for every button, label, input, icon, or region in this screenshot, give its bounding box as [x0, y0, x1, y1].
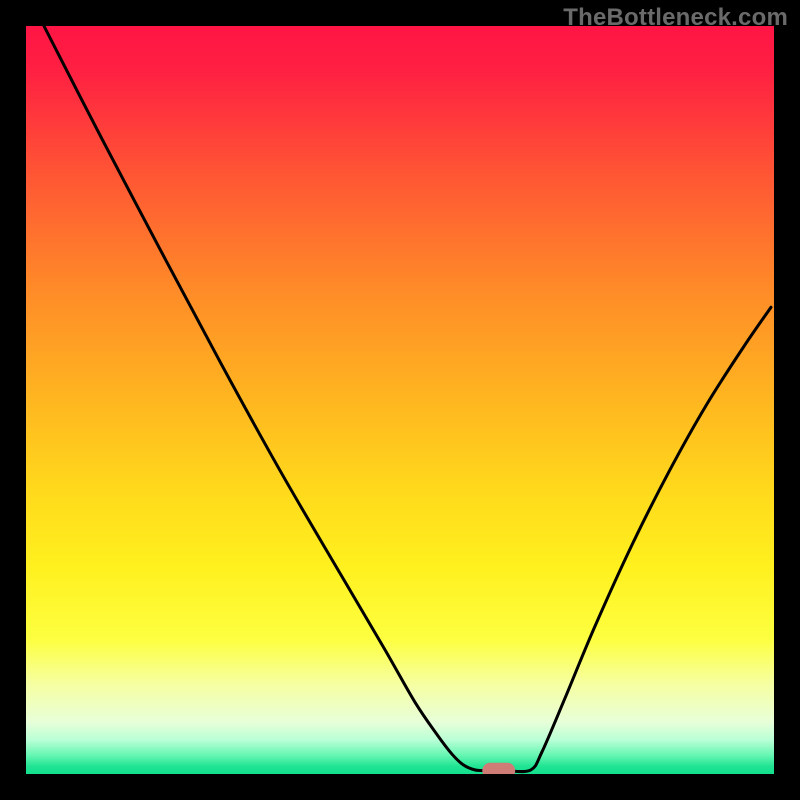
- bottleneck-chart: [0, 0, 800, 800]
- chart-container: { "attribution": { "text": "TheBottlenec…: [0, 0, 800, 800]
- gradient-background: [26, 26, 774, 774]
